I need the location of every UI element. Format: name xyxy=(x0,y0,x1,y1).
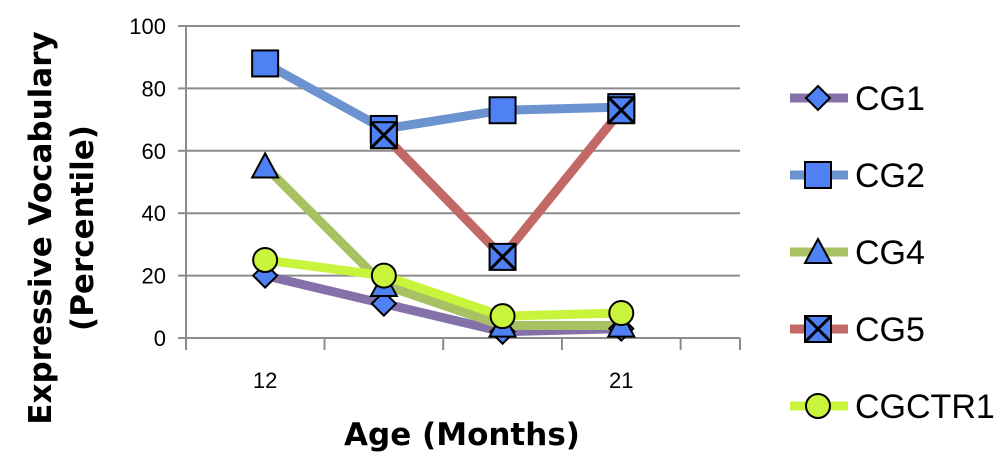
legend-item-cgctr1: CGCTR1 xyxy=(790,388,995,426)
legend-marker-cg1 xyxy=(804,84,832,112)
series-lines xyxy=(260,58,626,337)
data-point-cg5-0-stroke-b xyxy=(369,121,398,150)
y-axis-title-line-2: (Percentile) xyxy=(65,125,101,331)
data-point-cgctr1-1 xyxy=(370,262,397,289)
x-tick-label-21: 21 xyxy=(609,368,633,393)
axes xyxy=(185,26,740,339)
data-point-cg5-1 xyxy=(488,242,517,271)
y-tick-label-80: 80 xyxy=(142,76,166,101)
y-tick-label-60: 60 xyxy=(142,139,166,164)
gridlines xyxy=(186,25,740,277)
data-point-cgctr1-0 xyxy=(252,247,279,273)
legend-item-cg2: CG2 xyxy=(790,157,925,195)
legend-label-cg1: CG1 xyxy=(855,80,925,118)
legend-marker-cg5-stroke-b xyxy=(803,314,833,344)
data-point-cg2-2 xyxy=(488,96,517,125)
legend-marker-cgctr1 xyxy=(805,393,831,419)
y-tick-label-100: 100 xyxy=(129,14,166,39)
data-point-cg5-2 xyxy=(607,96,636,125)
legend-marker-cg2 xyxy=(804,161,832,189)
legend-item-cg5: CG5 xyxy=(790,311,925,349)
data-point-cgctr1-2 xyxy=(489,303,516,330)
x-axis-ticks: 12 21 xyxy=(185,338,741,393)
y-axis-ticks: 0 20 40 60 80 100 xyxy=(129,14,186,351)
legend-label-cg2: CG2 xyxy=(855,157,925,195)
data-point-cg2-0 xyxy=(251,49,280,78)
data-point-cg1-1 xyxy=(370,290,398,318)
legend-marker-cg4 xyxy=(803,236,833,265)
y-tick-label-0: 0 xyxy=(154,326,166,351)
data-point-cg5-0 xyxy=(369,121,398,150)
data-point-cg5-2-stroke-b xyxy=(607,96,636,125)
series-line-cg4 xyxy=(260,161,626,331)
data-point-cg4-0 xyxy=(250,151,280,179)
series-line-cg2 xyxy=(260,58,626,134)
x-axis-title: Age (Months) xyxy=(344,417,580,453)
legend: CG1 CG2 CG4 CG5 CGCTR1 xyxy=(790,80,995,426)
legend-label-cg5: CG5 xyxy=(855,311,925,349)
data-point-cg5-1-stroke-b xyxy=(488,242,517,271)
y-tick-label-20: 20 xyxy=(142,264,166,289)
legend-item-cg4: CG4 xyxy=(790,234,925,272)
y-tick-label-40: 40 xyxy=(142,201,166,226)
series-line-cg5 xyxy=(379,105,626,262)
legend-item-cg1: CG1 xyxy=(790,80,925,118)
series-line-cgctr1 xyxy=(260,255,626,321)
series-markers xyxy=(250,49,636,346)
legend-label-cgctr1: CGCTR1 xyxy=(855,388,995,426)
series-line-cg1 xyxy=(260,271,626,337)
x-tick-label-12: 12 xyxy=(253,368,277,393)
y-axis-title-line-1: Expressive Vocabulary xyxy=(23,31,59,424)
legend-marker-cg5 xyxy=(803,314,833,344)
legend-label-cg4: CG4 xyxy=(855,234,925,272)
data-point-cgctr1-3 xyxy=(608,300,635,327)
